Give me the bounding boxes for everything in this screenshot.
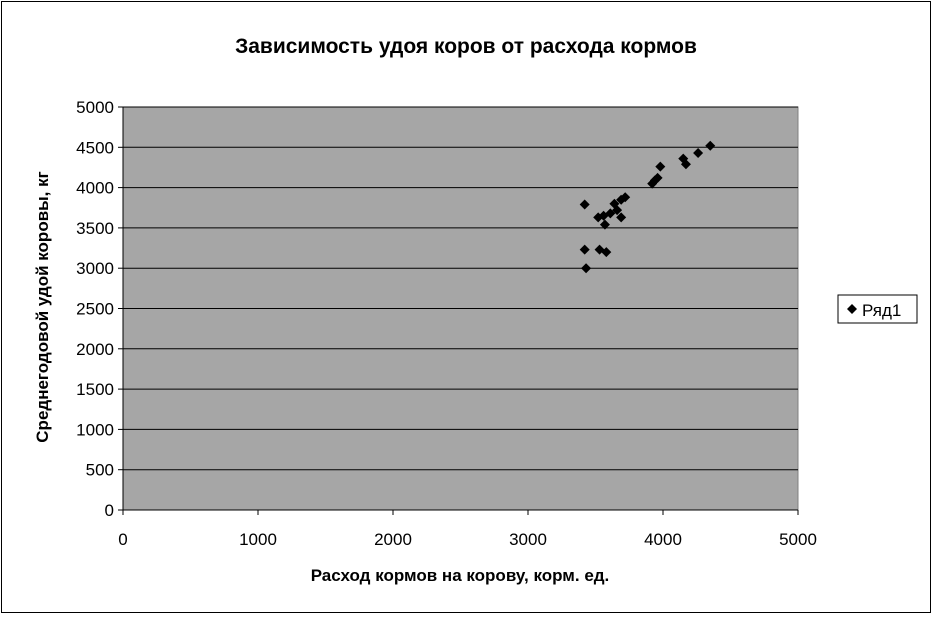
legend-marker-diamond-icon [847,304,857,314]
x-tick-label: 4000 [644,530,682,549]
y-tick-label: 500 [86,461,114,480]
data-point-diamond [579,244,590,255]
x-tick-label: 1000 [239,530,277,549]
y-tick-label: 2500 [76,300,114,319]
y-tick-label: 4500 [76,138,114,157]
x-tick-label: 2000 [374,530,412,549]
data-points [579,140,716,274]
data-point-diamond [599,219,610,230]
y-tick-label: 1000 [76,420,114,439]
data-point-diamond [693,147,704,158]
data-point-diamond [581,263,592,274]
data-point-diamond [579,199,590,210]
grid-lines [123,106,798,471]
data-point-diamond [616,212,627,223]
y-tick-label: 5000 [76,98,114,117]
legend: Ряд1 [837,294,918,324]
y-tick-label: 4000 [76,179,114,198]
y-tick-label: 3500 [76,219,114,238]
y-axis-ticks: 0 500 1000 1500 2000 2500 3000 3500 4000 4500 5000 [76,98,123,520]
data-point-diamond [705,140,716,151]
data-point-diamond [655,161,666,172]
y-tick-label: 1500 [76,380,114,399]
y-tick-label: 0 [105,501,114,520]
data-point-diamond [652,172,663,183]
x-axis-ticks: 0 1000 2000 3000 4000 5000 [118,510,817,549]
x-tick-label: 3000 [509,530,547,549]
chart-title: Зависимость удоя коров от расхода кормов [235,35,697,58]
data-point-diamond [601,247,612,258]
x-tick-label: 0 [118,530,127,549]
data-point-diamond [612,205,623,216]
data-point-diamond [680,159,691,170]
legend-label: Ряд1 [862,301,901,320]
y-tick-label: 2000 [76,340,114,359]
y-tick-label: 3000 [76,259,114,278]
x-axis-title: Расход кормов на корову, корм. ед. [311,566,610,585]
x-tick-label: 5000 [779,530,817,549]
data-point-diamond [620,192,631,203]
y-axis-title: Среднегодовой удой коровы, кг [33,171,52,442]
